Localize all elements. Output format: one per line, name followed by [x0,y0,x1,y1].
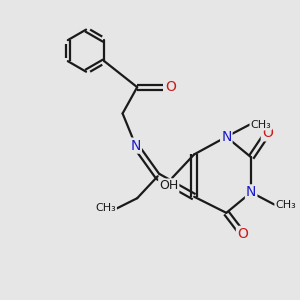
Text: CH₃: CH₃ [275,200,296,210]
Text: OH: OH [159,179,178,192]
Text: CH₃: CH₃ [250,120,271,130]
Text: CH₃: CH₃ [95,203,116,213]
Text: N: N [221,130,232,144]
Text: O: O [237,227,248,241]
Text: N: N [130,139,141,153]
Text: O: O [165,80,176,94]
Text: N: N [246,185,256,200]
Text: O: O [262,126,273,140]
